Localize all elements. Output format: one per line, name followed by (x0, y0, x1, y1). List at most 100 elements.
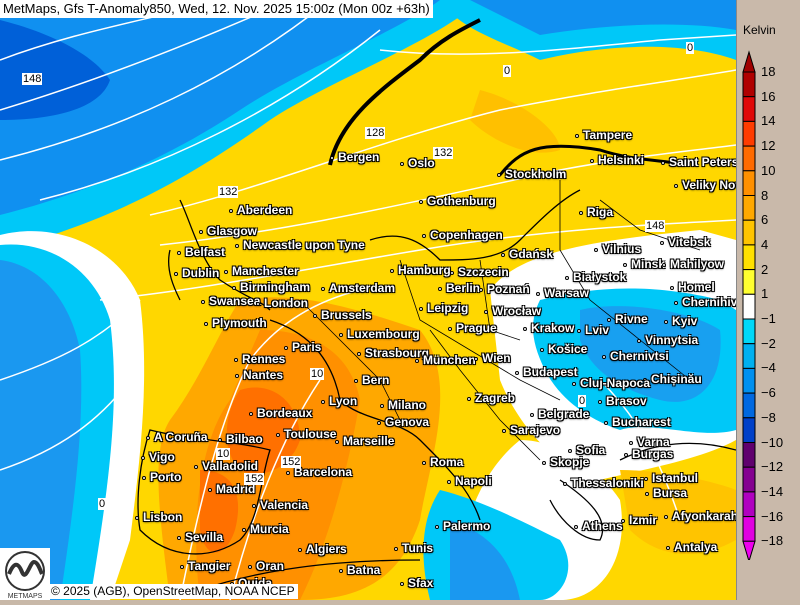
colorbar-bin (742, 343, 756, 369)
city-name: Homel (678, 280, 715, 294)
city-label: Tangier (180, 559, 230, 573)
city-name: Lyon (329, 394, 358, 408)
city-marker-icon (313, 313, 317, 318)
city-name: Barcelona (294, 465, 353, 479)
city-name: Valencia (260, 498, 309, 512)
city-label: Murcia (242, 522, 289, 536)
city-label: Bergen (330, 150, 379, 164)
city-name: Brasov (606, 394, 647, 408)
city-label: Roma (422, 455, 463, 469)
legend-tick: −2 (761, 335, 776, 351)
cold-region-deep (0, 20, 110, 120)
city-label: Porto (142, 470, 181, 484)
color-legend: Kelvin 18 16 14 12 10 8 6 4 2 1 −1 −2 −4 −6 −8 −10 −12 −1… (736, 0, 800, 600)
city-name: Izmir (629, 513, 658, 527)
city-label: Cluj-Napoca (572, 376, 650, 390)
city-name: A Coruña (154, 430, 208, 444)
city-name: Gothenburg (427, 194, 496, 208)
city-label: Białystok (565, 270, 626, 284)
city-marker-icon (598, 399, 602, 404)
colorbar-bin (742, 516, 756, 542)
city-marker-icon (218, 437, 222, 442)
colorbar-bin (742, 71, 756, 98)
city-name: Algiers (306, 542, 347, 556)
city-label: Košice (540, 342, 587, 356)
city-marker-icon (448, 326, 452, 331)
city-marker-icon (501, 252, 505, 257)
city-name: Vilnius (602, 242, 642, 256)
city-label: Chișinău (643, 372, 702, 386)
temperature-anomaly-map[interactable]: Bergen Oslo Stockholm Tampere Helsinki Saint … (0, 0, 736, 600)
city-name: Szczecin (458, 265, 509, 279)
city-label: Dublin (174, 266, 219, 280)
city-marker-icon (422, 460, 426, 465)
city-label: Valladolid (194, 459, 258, 473)
city-name: Luxembourg (347, 327, 420, 341)
city-marker-icon (515, 370, 519, 375)
city-name: Brussels (321, 308, 372, 322)
city-label: Copenhagen (422, 228, 503, 242)
city-marker-icon (400, 581, 404, 586)
city-label: Szczecin (450, 265, 509, 279)
city-label: Vilnius (594, 242, 641, 256)
colorbar-bin (742, 96, 756, 122)
city-label: Poznań (479, 282, 530, 296)
city-name: Aberdeen (237, 203, 293, 217)
city-marker-icon (621, 518, 625, 523)
city-label: Vitebsk (660, 235, 710, 249)
city-marker-icon (419, 306, 423, 311)
city-marker-icon (474, 356, 478, 361)
city-marker-icon (177, 250, 181, 255)
colorbar-over-arrow (742, 50, 756, 73)
metmaps-logo: METMAPS (0, 548, 50, 600)
legend-tick: −1 (761, 311, 776, 326)
city-name: Poznań (487, 282, 530, 296)
contour-label: 152 (281, 456, 302, 468)
city-marker-icon (276, 432, 280, 437)
city-marker-icon (177, 535, 181, 540)
city-name: Tampere (583, 128, 633, 142)
city-label: Berlin (438, 281, 480, 295)
city-marker-icon (662, 262, 666, 267)
contour-label: 152 (244, 473, 265, 485)
city-name: Tunis (402, 541, 434, 555)
contour-label: 128 (365, 127, 386, 139)
city-name: Stockholm (505, 167, 567, 181)
city-label: Sarajevo (502, 423, 560, 437)
contour-label: 148 (22, 73, 43, 85)
city-marker-icon (357, 351, 361, 356)
city-label: Varna (629, 435, 670, 449)
city-label: Swansea (201, 294, 260, 308)
geopotential-contours (0, 0, 736, 600)
city-marker-icon (419, 199, 423, 204)
city-name: Swansea (209, 294, 261, 308)
city-name: Wrocław (492, 304, 542, 318)
city-marker-icon (235, 373, 239, 378)
anomaly-field (0, 0, 736, 600)
city-label: Valencia (252, 498, 308, 512)
contour-label: 132 (433, 147, 454, 159)
city-label: Bucharest (604, 415, 671, 429)
city-name: Zagreb (475, 391, 516, 405)
city-name: Athens (582, 519, 623, 533)
city-marker-icon (502, 428, 506, 433)
city-name: Amsterdam (329, 281, 396, 295)
city-name: Wien (482, 351, 511, 365)
legend-unit: Kelvin (743, 23, 776, 37)
city-label: Tunis (394, 541, 433, 555)
legend-tick: −12 (761, 459, 784, 475)
colorbar-bin (742, 367, 756, 394)
city-marker-icon (208, 487, 212, 492)
city-marker-icon (594, 247, 598, 252)
legend-tick: −18 (761, 533, 784, 549)
city-marker-icon (450, 270, 454, 275)
city-name: Mahilyow (670, 257, 725, 271)
city-label: Toulouse (276, 427, 336, 441)
city-marker-icon (141, 455, 145, 460)
city-marker-icon (286, 470, 290, 475)
city-marker-icon (339, 568, 343, 573)
colorbar-bin (742, 392, 756, 419)
city-marker-icon (644, 476, 648, 481)
city-label: London (256, 296, 308, 310)
city-label: Manchester (224, 264, 299, 278)
